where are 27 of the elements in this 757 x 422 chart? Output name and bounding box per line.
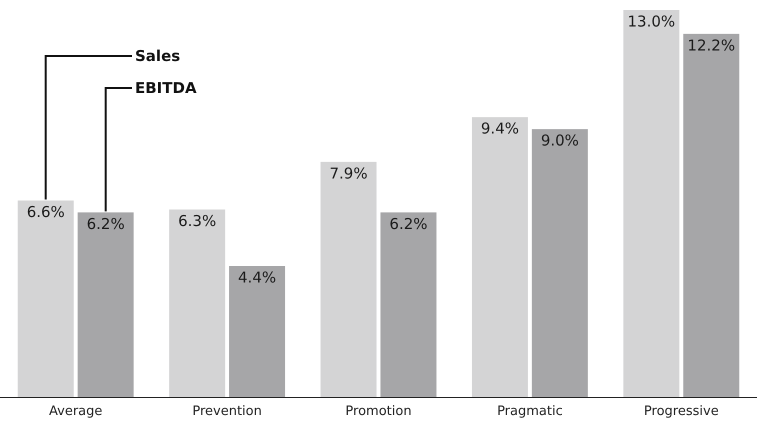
x-tick-label: Pragmatic — [497, 404, 563, 419]
bar — [532, 129, 588, 397]
text: EBITDA — [135, 79, 197, 97]
data-label: 6.3% — [178, 212, 216, 230]
data-label: 6.6% — [26, 203, 65, 222]
text: Sales — [135, 47, 180, 65]
x-tick-label: Average — [49, 404, 102, 419]
bar — [623, 10, 680, 397]
bar — [229, 266, 286, 397]
x-tick-label: Prevention — [192, 404, 262, 419]
bar — [683, 34, 740, 397]
data-label: 13.0% — [628, 12, 676, 30]
bar — [78, 212, 134, 397]
x-tick-label: Promotion — [345, 404, 412, 419]
data-label: 9.0% — [540, 132, 579, 150]
data-label: 12.2% — [687, 36, 736, 54]
data-label: 6.2% — [86, 214, 125, 233]
data-label: 9.4% — [480, 120, 519, 138]
data-label: 6.2% — [389, 214, 428, 233]
bar — [380, 212, 436, 397]
x-tick-label: Progressive — [644, 404, 719, 419]
bar — [169, 209, 226, 397]
data-label: 4.4% — [238, 268, 276, 287]
bar — [18, 200, 74, 397]
bar — [320, 162, 377, 397]
data-label: 7.9% — [329, 164, 368, 182]
bar — [472, 117, 528, 397]
